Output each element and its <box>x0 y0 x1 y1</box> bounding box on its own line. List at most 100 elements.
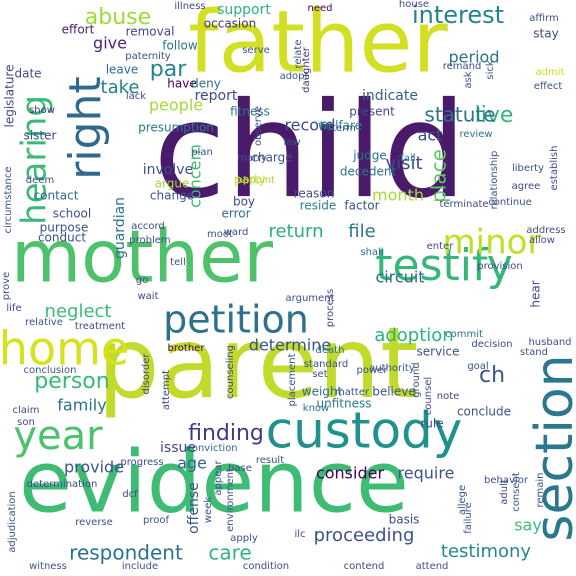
cloud-word-continue: continue <box>488 197 531 208</box>
cloud-word-conclude: conclude <box>457 405 511 419</box>
cloud-word-brother: brother <box>168 343 206 354</box>
cloud-word-offense: offense <box>186 482 202 534</box>
cloud-word-argue: argue <box>155 177 190 191</box>
cloud-word-service: service <box>417 345 460 359</box>
cloud-word-stay: stay <box>533 27 558 41</box>
cloud-word-prove: prove <box>1 272 12 300</box>
cloud-word-establish: establish <box>549 146 560 191</box>
cloud-word-boy: boy <box>233 195 255 209</box>
cloud-word-appoint: appoint <box>237 175 275 186</box>
cloud-word-observe: observe <box>253 106 264 146</box>
cloud-word-finding: finding <box>188 421 264 446</box>
cloud-word-year: year <box>13 413 103 459</box>
cloud-word-require: require <box>398 464 455 483</box>
cloud-word-leave: leave <box>106 63 139 77</box>
cloud-word-section: section <box>525 354 576 541</box>
cloud-word-place: place <box>427 149 451 203</box>
cloud-word-issue: issue <box>160 440 196 456</box>
cloud-word-decision: decision <box>471 339 512 350</box>
cloud-word-sister: sister <box>24 129 57 143</box>
cloud-word-dcf: dcf <box>122 489 138 500</box>
cloud-word-care: care <box>208 541 251 565</box>
cloud-word-purpose: purpose <box>40 221 89 235</box>
cloud-word-liberty: liberty <box>512 163 544 174</box>
cloud-word-terminate: terminate <box>439 199 488 210</box>
cloud-word-visit: visit <box>385 153 422 174</box>
cloud-word-deem: deem <box>26 175 54 186</box>
cloud-word-adoption: adoption <box>374 325 453 346</box>
cloud-word-failure: failure <box>463 502 474 534</box>
cloud-word-counsel: counsel <box>423 377 434 415</box>
cloud-word-report: report <box>195 88 238 104</box>
cloud-word-legislature: legislature <box>3 65 17 128</box>
cloud-word-consider: consider <box>316 464 385 483</box>
cloud-word-mother: mother <box>11 215 273 299</box>
cloud-word-show: show <box>29 105 55 116</box>
cloud-word-live: live <box>475 103 514 128</box>
cloud-word-hear: hear <box>529 280 543 307</box>
cloud-word-apply: apply <box>230 533 258 544</box>
cloud-word-involve: involve <box>143 162 193 178</box>
cloud-word-rule: rule <box>420 417 443 431</box>
cloud-word-ask: ask <box>463 71 474 88</box>
cloud-word-adopt: adopt <box>280 71 309 82</box>
cloud-word-appear: appear <box>213 460 224 496</box>
cloud-word-result: result <box>256 455 284 466</box>
cloud-word-accord: accord <box>131 221 165 232</box>
cloud-word-condition: condition <box>243 561 289 572</box>
cloud-word-standard: standard <box>304 359 348 370</box>
cloud-word-ch: ch <box>479 363 505 388</box>
cloud-word-fail: fail <box>400 153 415 164</box>
cloud-word-reverse: reverse <box>75 517 113 528</box>
cloud-word-moot: moot <box>207 229 233 240</box>
cloud-word-give: give <box>93 34 127 53</box>
cloud-word-contact: contact <box>34 189 79 203</box>
cloud-word-change: change <box>150 189 194 203</box>
cloud-word-record: record <box>284 116 335 135</box>
cloud-word-illness: illness <box>174 1 205 12</box>
cloud-word-removal: removal <box>126 25 175 39</box>
cloud-word-contend: contend <box>344 561 385 572</box>
cloud-word-par: par <box>150 57 187 82</box>
cloud-word-determine: determine <box>249 336 331 355</box>
cloud-word-adult: adult <box>499 479 510 505</box>
cloud-word-daughter: daughter <box>301 46 312 93</box>
cloud-word-reside: reside <box>300 199 337 213</box>
cloud-word-life: life <box>6 303 21 314</box>
cloud-word-weight: weight <box>302 385 343 399</box>
cloud-word-affirm: affirm <box>529 13 558 24</box>
cloud-word-effect: effect <box>534 81 563 92</box>
cloud-word-disorder: disorder <box>141 353 152 395</box>
cloud-word-home: home <box>0 322 129 376</box>
cloud-word-law: law <box>283 137 300 148</box>
cloud-word-date: date <box>14 67 41 81</box>
cloud-word-school: school <box>53 207 91 221</box>
cloud-word-death: death <box>316 345 345 356</box>
cloud-word-go: go <box>136 275 148 286</box>
cloud-word-enter: enter <box>427 241 455 252</box>
cloud-word-behavior: behavior <box>484 475 529 486</box>
cloud-word-proceeding: proceeding <box>314 525 415 546</box>
cloud-word-commit: commit <box>445 329 483 340</box>
cloud-word-concern: concern <box>186 144 205 208</box>
cloud-word-progress: progress <box>120 457 163 468</box>
cloud-word-right: right <box>60 76 111 179</box>
cloud-word-consent: consent <box>511 472 522 512</box>
cloud-word-stand: stand <box>520 347 548 358</box>
cloud-word-present: present <box>349 105 395 119</box>
cloud-word-take: take <box>101 77 140 98</box>
cloud-word-deny: deny <box>191 77 221 91</box>
cloud-word-factor: factor <box>344 199 379 213</box>
cloud-word-believe: believe <box>372 385 416 399</box>
cloud-word-people: people <box>149 96 203 115</box>
cloud-word-term: term <box>332 123 356 134</box>
cloud-word-allow: allow <box>529 235 555 246</box>
cloud-word-set: set <box>312 369 327 380</box>
cloud-word-relationship: relationship <box>489 151 500 210</box>
cloud-word-conduct: conduct <box>38 231 86 245</box>
cloud-word-abuse: abuse <box>85 5 151 30</box>
cloud-word-remain: remain <box>535 472 546 507</box>
cloud-word-address: address <box>526 225 565 236</box>
